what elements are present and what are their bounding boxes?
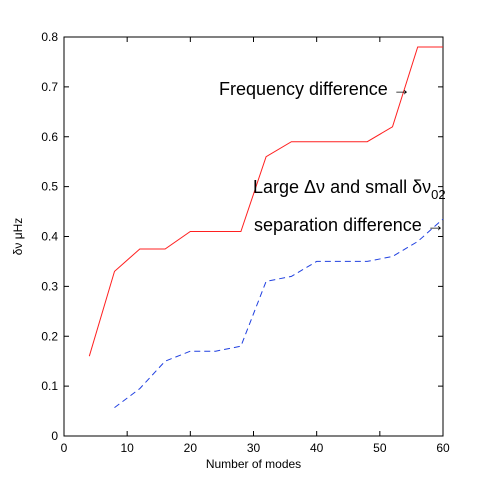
x-axis-label: Number of modes xyxy=(206,457,301,471)
annotation-frequency-difference: Frequency difference → xyxy=(219,79,411,99)
y-axis-label: δν μHz xyxy=(11,218,25,256)
annotation-large-small-separation: Large Δν and small δν02 xyxy=(253,177,446,202)
y-tick-label: 0.1 xyxy=(41,379,58,393)
series-line-frequency-difference xyxy=(88,46,443,357)
annotation-large-text: Large Δν and small δν xyxy=(253,177,431,197)
annotation-subscript: 02 xyxy=(431,187,445,202)
x-tick-label: 0 xyxy=(61,441,68,455)
y-tick-label: 0.5 xyxy=(41,180,58,194)
series-layer xyxy=(88,46,444,408)
y-tick-label: 0.2 xyxy=(41,329,58,343)
x-tick-label: 40 xyxy=(310,441,324,455)
series-line-separation-difference xyxy=(114,218,444,408)
y-tick-label: 0 xyxy=(51,429,58,443)
y-tick-label: 0.8 xyxy=(41,30,58,44)
axis-ticks: 0 10 20 30 40 50 60 0 0.1 0.2 0.3 0.4 0.5 0.6 0.7 0.8 xyxy=(41,30,450,455)
x-tick-label: 30 xyxy=(247,441,261,455)
y-tick-label: 0.4 xyxy=(41,230,58,244)
y-tick-label: 0.3 xyxy=(41,279,58,293)
annotation-separation-difference: separation difference → xyxy=(254,215,445,235)
x-tick-label: 20 xyxy=(184,441,198,455)
x-tick-label: 10 xyxy=(120,441,134,455)
y-tick-label: 0.6 xyxy=(41,130,58,144)
x-tick-label: 60 xyxy=(436,441,450,455)
x-tick-label: 50 xyxy=(373,441,387,455)
y-tick-label: 0.7 xyxy=(41,80,58,94)
